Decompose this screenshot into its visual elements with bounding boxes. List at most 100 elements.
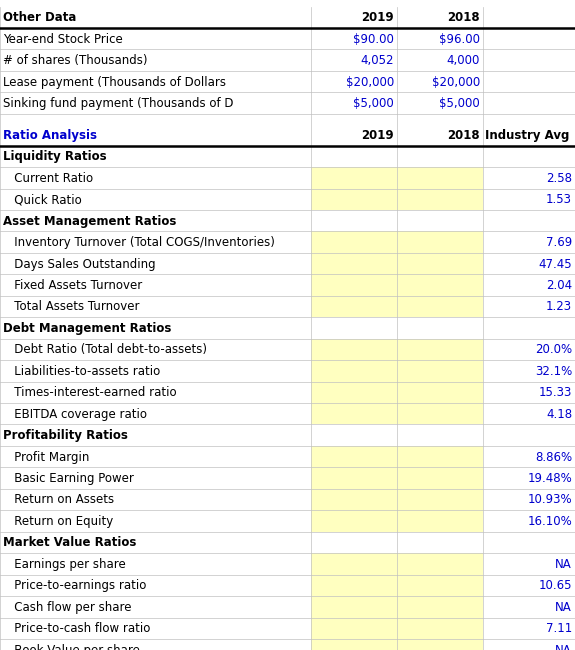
Text: $5,000: $5,000	[439, 97, 480, 110]
Bar	[310, 274, 397, 296]
Text: NA: NA	[555, 601, 572, 614]
Text: $96.00: $96.00	[439, 32, 480, 46]
Text: Cash flow per share: Cash flow per share	[3, 601, 131, 614]
Text: NA: NA	[555, 644, 572, 650]
Text: EBITDA coverage ratio: EBITDA coverage ratio	[3, 408, 147, 421]
Bar	[397, 510, 483, 532]
Text: Year-end Stock Price: Year-end Stock Price	[3, 32, 122, 46]
Bar	[0, 317, 310, 339]
Bar	[397, 446, 483, 467]
Bar	[310, 618, 397, 639]
Bar	[0, 124, 310, 146]
Bar	[0, 188, 310, 210]
Text: Price-to-earnings ratio: Price-to-earnings ratio	[3, 579, 146, 592]
Bar	[310, 403, 397, 424]
Bar	[483, 596, 575, 618]
Text: 10.65: 10.65	[539, 579, 572, 592]
Bar	[397, 296, 483, 317]
Text: Sinking fund payment (Thousands of D: Sinking fund payment (Thousands of D	[3, 97, 233, 110]
Bar	[310, 146, 397, 167]
Bar	[483, 6, 575, 28]
Bar	[397, 489, 483, 510]
Bar	[397, 618, 483, 639]
Bar	[397, 553, 483, 575]
Bar	[483, 49, 575, 71]
Bar	[310, 467, 397, 489]
Bar	[397, 28, 483, 49]
Text: Liquidity Ratios: Liquidity Ratios	[3, 150, 106, 163]
Bar	[483, 489, 575, 510]
Text: Debt Management Ratios: Debt Management Ratios	[3, 322, 171, 335]
Text: 2.58: 2.58	[546, 172, 572, 185]
Bar	[397, 6, 483, 28]
Bar	[310, 339, 397, 360]
Bar	[310, 510, 397, 532]
Text: Debt Ratio (Total debt-to-assets): Debt Ratio (Total debt-to-assets)	[3, 343, 207, 356]
Text: Market Value Ratios: Market Value Ratios	[3, 536, 136, 549]
Bar	[0, 510, 310, 532]
Bar	[397, 575, 483, 596]
Bar	[0, 575, 310, 596]
Bar	[0, 489, 310, 510]
Text: Profitability Ratios: Profitability Ratios	[3, 429, 128, 442]
Text: Times-interest-earned ratio: Times-interest-earned ratio	[3, 386, 177, 399]
Bar	[310, 317, 397, 339]
Bar	[483, 446, 575, 467]
Bar	[310, 167, 397, 188]
Bar	[0, 92, 310, 114]
Bar	[0, 339, 310, 360]
Text: 2019: 2019	[361, 129, 394, 142]
Bar	[483, 339, 575, 360]
Bar	[483, 71, 575, 92]
Bar	[397, 317, 483, 339]
Text: Fixed Assets Turnover: Fixed Assets Turnover	[3, 279, 142, 292]
Text: Price-to-cash flow ratio: Price-to-cash flow ratio	[3, 622, 150, 635]
Bar	[310, 231, 397, 253]
Text: 4,000: 4,000	[447, 54, 480, 67]
Text: Return on Assets: Return on Assets	[3, 493, 114, 506]
Text: Earnings per share: Earnings per share	[3, 558, 125, 571]
Bar	[483, 210, 575, 231]
Bar	[483, 403, 575, 424]
Text: 19.48%: 19.48%	[527, 472, 572, 485]
Bar	[397, 49, 483, 71]
Text: Days Sales Outstanding: Days Sales Outstanding	[3, 257, 155, 270]
Bar	[397, 639, 483, 650]
Bar	[310, 124, 397, 146]
Bar	[397, 596, 483, 618]
Text: $90.00: $90.00	[353, 32, 394, 46]
Bar	[397, 424, 483, 446]
Text: Book Value per share: Book Value per share	[3, 644, 140, 650]
Bar	[0, 253, 310, 274]
Bar	[310, 424, 397, 446]
Bar	[0, 596, 310, 618]
Bar	[0, 382, 310, 403]
Bar	[0, 231, 310, 253]
Bar	[0, 274, 310, 296]
Bar	[397, 188, 483, 210]
Text: Total Assets Turnover: Total Assets Turnover	[3, 300, 139, 313]
Text: 47.45: 47.45	[539, 257, 572, 270]
Text: 1.23: 1.23	[546, 300, 572, 313]
Bar	[310, 28, 397, 49]
Text: $5,000: $5,000	[353, 97, 394, 110]
Bar	[483, 510, 575, 532]
Text: NA: NA	[555, 558, 572, 571]
Text: 10.93%: 10.93%	[527, 493, 572, 506]
Bar	[397, 92, 483, 114]
Text: Industry Avg: Industry Avg	[485, 129, 570, 142]
Text: 2.04: 2.04	[546, 279, 572, 292]
Bar	[397, 467, 483, 489]
Bar	[483, 92, 575, 114]
Text: 15.33: 15.33	[539, 386, 572, 399]
Text: 2018: 2018	[447, 11, 480, 24]
Text: Liabilities-to-assets ratio: Liabilities-to-assets ratio	[3, 365, 160, 378]
Bar	[310, 639, 397, 650]
Bar	[483, 618, 575, 639]
Bar	[0, 446, 310, 467]
Bar	[483, 553, 575, 575]
Bar	[0, 532, 310, 553]
Bar	[483, 575, 575, 596]
Text: $20,000: $20,000	[346, 75, 394, 88]
Bar	[483, 317, 575, 339]
